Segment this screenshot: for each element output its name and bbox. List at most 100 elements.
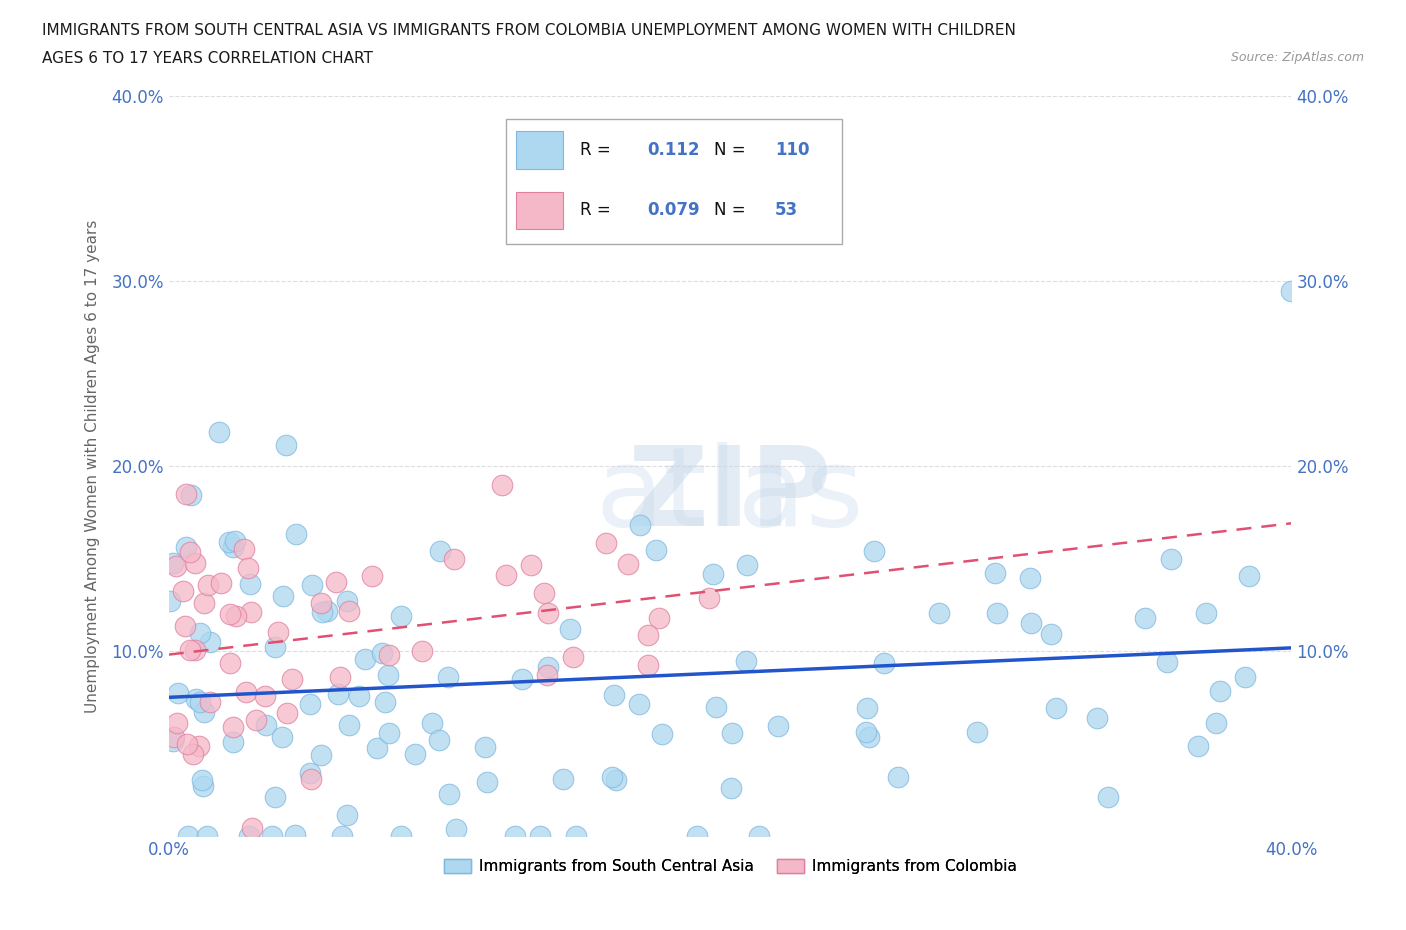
Point: [491, 478, 513, 493]
Point: [264, 640, 287, 655]
Point: [240, 820, 263, 835]
Point: [855, 724, 877, 739]
Point: [1205, 715, 1227, 730]
Point: [520, 557, 543, 572]
Point: [404, 747, 426, 762]
Point: [174, 486, 197, 501]
Point: [235, 684, 257, 699]
Point: [238, 829, 260, 844]
Point: [429, 544, 451, 559]
Point: [200, 694, 222, 709]
Point: [177, 829, 200, 844]
Point: [887, 770, 910, 785]
Point: [644, 542, 666, 557]
Point: [378, 725, 401, 740]
Point: [311, 604, 333, 619]
Point: [768, 719, 790, 734]
Point: [281, 671, 304, 686]
Point: [928, 605, 950, 620]
Point: [391, 829, 413, 844]
Point: [162, 556, 184, 571]
Point: [188, 695, 211, 710]
Point: [378, 647, 401, 662]
Point: [309, 595, 332, 610]
Point: [166, 716, 188, 731]
Point: [536, 605, 558, 620]
Point: [734, 654, 756, 669]
Point: [284, 828, 307, 843]
Point: [1156, 654, 1178, 669]
Y-axis label: Unemployment Among Women with Children Ages 6 to 17 years: Unemployment Among Women with Children A…: [86, 219, 100, 713]
Point: [1234, 670, 1257, 684]
Point: [176, 737, 198, 751]
Point: [411, 644, 433, 658]
Point: [986, 605, 1008, 620]
Text: AGES 6 TO 17 YEARS CORRELATION CHART: AGES 6 TO 17 YEARS CORRELATION CHART: [42, 51, 373, 66]
Point: [533, 585, 555, 600]
Point: [179, 643, 201, 658]
Point: [858, 729, 880, 744]
Point: [603, 687, 626, 702]
Point: [1195, 605, 1218, 620]
Point: [276, 706, 298, 721]
Point: [162, 733, 184, 748]
Point: [735, 558, 758, 573]
Point: [366, 741, 388, 756]
Point: [222, 735, 245, 750]
Point: [183, 747, 205, 762]
Point: [163, 730, 186, 745]
Point: [316, 604, 339, 618]
Point: [637, 628, 659, 643]
Point: [420, 715, 443, 730]
Point: [651, 726, 673, 741]
Point: [165, 559, 187, 574]
Point: [330, 829, 353, 844]
Point: [219, 607, 242, 622]
Point: [855, 700, 877, 715]
Point: [697, 591, 720, 605]
Point: [637, 658, 659, 672]
Point: [873, 656, 896, 671]
Point: [209, 576, 232, 591]
Point: [301, 772, 323, 787]
Text: atlas: atlas: [596, 443, 865, 550]
Point: [219, 656, 242, 671]
Point: [1239, 568, 1261, 583]
Point: [648, 610, 671, 625]
Point: [862, 544, 884, 559]
Point: [271, 588, 294, 603]
Point: [299, 697, 322, 711]
Point: [337, 718, 360, 733]
Point: [172, 584, 194, 599]
Point: [1160, 551, 1182, 566]
Point: [191, 778, 214, 793]
Point: [377, 668, 399, 683]
Point: [1085, 711, 1108, 725]
Point: [274, 437, 297, 452]
Point: [628, 697, 651, 711]
Point: [370, 646, 392, 661]
Point: [565, 829, 588, 844]
Point: [325, 575, 347, 590]
Point: [225, 609, 247, 624]
Point: [191, 773, 214, 788]
Text: ZIP: ZIP: [628, 443, 832, 550]
Text: Source: ZipAtlas.com: Source: ZipAtlas.com: [1230, 51, 1364, 64]
Point: [1097, 790, 1119, 804]
Point: [510, 671, 533, 686]
Point: [174, 539, 197, 554]
Point: [1039, 627, 1062, 642]
Point: [1045, 700, 1067, 715]
Point: [444, 821, 467, 836]
Point: [536, 668, 558, 683]
Point: [208, 425, 231, 440]
Point: [336, 808, 359, 823]
Point: [166, 685, 188, 700]
Point: [1135, 611, 1157, 626]
Point: [218, 535, 240, 550]
Point: [966, 724, 988, 739]
Point: [188, 738, 211, 753]
Point: [503, 829, 526, 844]
Point: [188, 626, 211, 641]
Point: [197, 578, 219, 592]
